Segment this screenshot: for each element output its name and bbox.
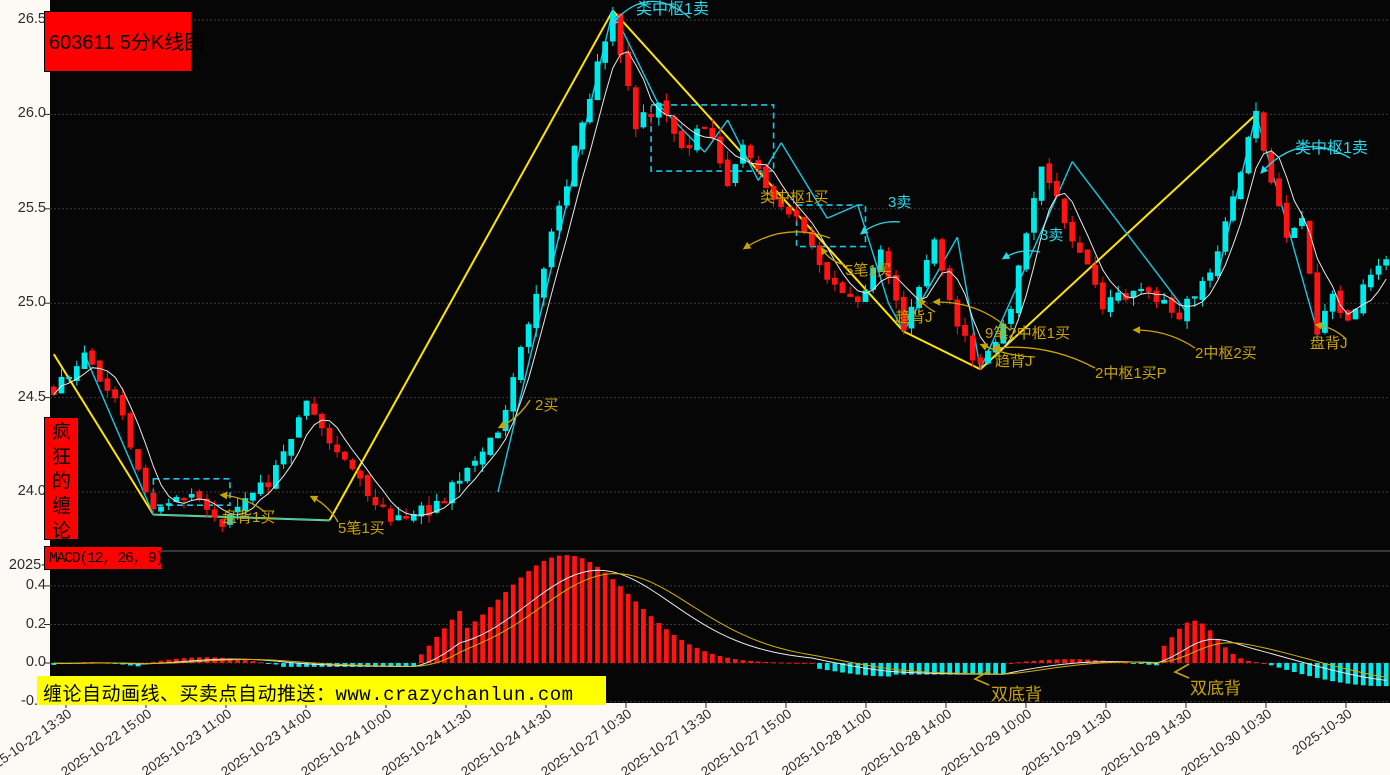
svg-text:2中枢2买: 2中枢2买: [1195, 345, 1257, 362]
svg-text:盘背1买: 盘背1买: [222, 508, 275, 526]
svg-text:趋背J: 趋背J: [995, 353, 1033, 370]
svg-text:盘背J: 盘背J: [1310, 334, 1348, 352]
svg-text:类中枢1买: 类中枢1买: [760, 189, 828, 206]
svg-text:5笔1买: 5笔1买: [845, 262, 892, 279]
svg-text:5笔1买: 5笔1买: [338, 520, 385, 537]
svg-text:3卖: 3卖: [888, 194, 911, 211]
svg-text:双底背: 双底背: [1190, 679, 1241, 698]
svg-text:类中枢1卖: 类中枢1卖: [636, 0, 709, 18]
svg-text:2中枢1买P: 2中枢1买P: [1095, 365, 1167, 382]
svg-text:趋背J: 趋背J: [895, 309, 933, 326]
svg-text:3卖: 3卖: [1040, 227, 1063, 244]
svg-text:双底背: 双底背: [991, 685, 1042, 704]
svg-text:2买: 2买: [535, 397, 558, 414]
svg-text:类中枢1卖: 类中枢1卖: [1295, 139, 1368, 157]
svg-text:9笔2中枢1买: 9笔2中枢1买: [985, 325, 1070, 342]
